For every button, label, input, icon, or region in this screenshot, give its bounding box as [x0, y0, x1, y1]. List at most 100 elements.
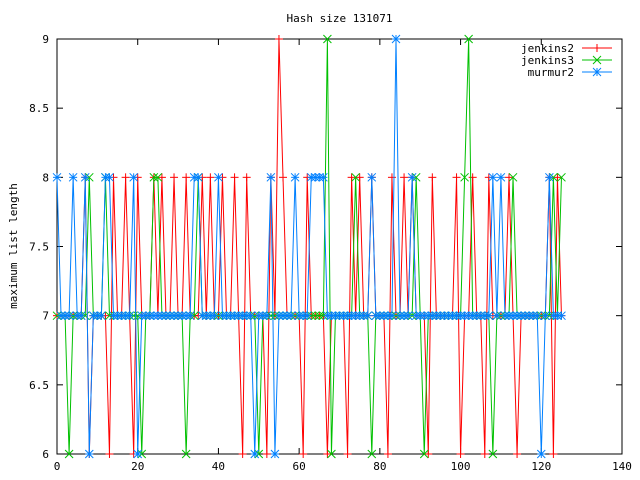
- x-tick-label: 80: [373, 460, 386, 473]
- data-point-murmur2: [524, 311, 534, 321]
- data-point-jenkins3: [149, 172, 159, 182]
- data-point-jenkins3: [557, 172, 566, 182]
- data-point-jenkins2: [279, 173, 287, 182]
- data-point-jenkins2: [553, 173, 562, 182]
- data-point-jenkins3: [508, 172, 518, 182]
- data-point-murmur2: [302, 311, 312, 321]
- data-point-murmur2: [88, 311, 98, 321]
- data-point-murmur2: [379, 311, 389, 321]
- data-point-jenkins3: [496, 311, 506, 321]
- data-point-murmur2: [540, 311, 550, 321]
- data-point-murmur2: [214, 172, 223, 182]
- data-point-jenkins3: [52, 311, 62, 321]
- data-point-jenkins3: [306, 311, 316, 321]
- data-point-jenkins2: [262, 450, 271, 458]
- data-point-jenkins3: [64, 449, 74, 459]
- data-point-murmur2: [60, 311, 70, 321]
- x-tick-label: 120: [531, 460, 551, 473]
- data-point-jenkins3: [488, 449, 498, 459]
- data-point-murmur2: [391, 34, 401, 44]
- data-point-jenkins3: [137, 449, 147, 459]
- data-point-jenkins3: [367, 449, 377, 459]
- data-point-murmur2: [105, 172, 114, 182]
- data-point-murmur2: [266, 172, 276, 182]
- y-tick-label: 6.5: [29, 379, 49, 392]
- series-layer: [52, 34, 566, 459]
- data-point-jenkins3: [133, 311, 143, 321]
- legend-marker-murmur2: [592, 67, 602, 77]
- data-point-murmur2: [153, 311, 163, 321]
- data-point-jenkins3: [411, 172, 421, 182]
- data-point-jenkins2: [549, 450, 558, 458]
- data-point-jenkins2: [383, 450, 392, 458]
- data-point-murmur2: [363, 311, 373, 321]
- data-point-jenkins3: [181, 449, 191, 459]
- data-point-jenkins3: [545, 311, 554, 321]
- legend-marker-jenkins2: [593, 44, 601, 52]
- data-point-murmur2: [403, 311, 413, 321]
- data-point-murmur2: [351, 311, 360, 321]
- data-point-murmur2: [64, 311, 74, 321]
- data-point-murmur2: [258, 311, 268, 321]
- data-point-murmur2: [536, 449, 546, 459]
- data-point-murmur2: [173, 311, 183, 321]
- data-point-murmur2: [488, 172, 498, 182]
- data-point-murmur2: [210, 311, 219, 321]
- data-point-murmur2: [234, 311, 243, 321]
- legend-label-jenkins2: jenkins2: [521, 42, 574, 55]
- data-point-jenkins3: [250, 311, 260, 321]
- x-tick-label: 20: [131, 460, 144, 473]
- data-point-murmur2: [270, 449, 280, 459]
- data-point-murmur2: [76, 311, 86, 321]
- data-point-jenkins3: [80, 311, 90, 321]
- data-point-jenkins3: [129, 311, 139, 321]
- data-point-murmur2: [492, 311, 502, 321]
- data-point-murmur2: [84, 449, 94, 459]
- y-tick-label: 6: [42, 448, 49, 461]
- data-point-jenkins3: [290, 311, 300, 321]
- data-point-jenkins2: [355, 173, 364, 182]
- data-point-jenkins3: [189, 311, 199, 321]
- data-point-murmur2: [193, 172, 203, 182]
- data-point-jenkins3: [310, 311, 320, 321]
- data-point-jenkins2: [480, 450, 489, 458]
- data-point-jenkins3: [254, 449, 264, 459]
- data-point-murmur2: [395, 311, 405, 321]
- data-point-jenkins3: [84, 172, 94, 182]
- data-point-jenkins2: [400, 173, 409, 182]
- data-point-murmur2: [129, 172, 139, 182]
- data-point-jenkins3: [105, 311, 114, 321]
- data-point-murmur2: [367, 172, 377, 182]
- data-point-murmur2: [496, 172, 506, 182]
- data-point-jenkins2: [105, 450, 114, 458]
- data-point-jenkins2: [157, 173, 166, 182]
- data-point-murmur2: [512, 311, 522, 321]
- series-murmur2: [52, 34, 566, 459]
- chart-title: Hash size 131071: [287, 12, 393, 25]
- data-point-murmur2: [218, 311, 227, 321]
- data-point-murmur2: [274, 311, 284, 321]
- data-point-murmur2: [197, 311, 207, 321]
- data-point-murmur2: [262, 311, 272, 321]
- data-point-jenkins3: [319, 311, 328, 321]
- legend-label-jenkins3: jenkins3: [521, 54, 574, 67]
- data-point-jenkins3: [266, 311, 276, 321]
- data-point-jenkins2: [182, 173, 191, 182]
- data-point-jenkins3: [214, 311, 223, 321]
- data-point-jenkins3: [270, 311, 280, 321]
- data-point-jenkins2: [513, 450, 522, 458]
- x-tick-label: 140: [612, 460, 632, 473]
- data-point-murmur2: [371, 311, 381, 321]
- data-point-jenkins3: [419, 449, 429, 459]
- data-point-jenkins3: [153, 172, 163, 182]
- data-point-jenkins3: [460, 172, 469, 182]
- data-point-jenkins2: [274, 35, 283, 43]
- y-axis-label: maximum list length: [7, 183, 20, 309]
- data-point-jenkins2: [299, 450, 308, 458]
- data-point-jenkins3: [323, 34, 332, 44]
- data-point-murmur2: [557, 311, 566, 321]
- x-tick-label: 60: [293, 460, 306, 473]
- data-point-jenkins3: [549, 172, 558, 182]
- data-point-murmur2: [97, 311, 106, 321]
